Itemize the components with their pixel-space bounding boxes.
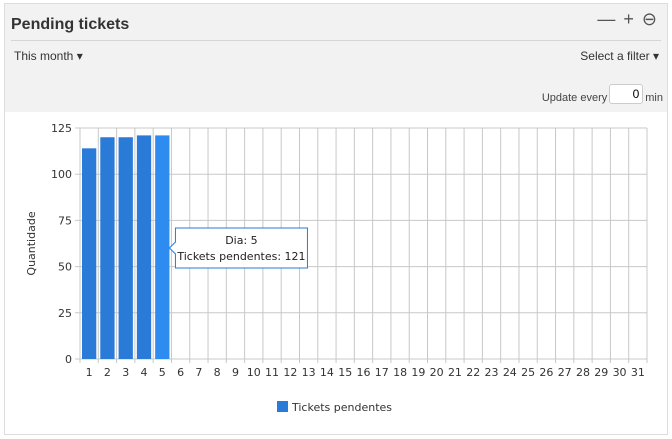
y-axis-label: Quantidade <box>25 211 38 275</box>
update-unit: min <box>645 92 663 104</box>
y-tick-label: 125 <box>51 122 72 135</box>
tooltip-line: Tickets pendentes: 121 <box>176 250 305 263</box>
y-tick-label: 0 <box>65 353 72 366</box>
pending-tickets-widget: Pending tickets — + ⊖ This month ▾ Selec… <box>4 3 668 435</box>
tooltip-box <box>168 227 308 269</box>
x-tick-label: 29 <box>594 366 608 379</box>
x-tick-label: 10 <box>247 366 261 379</box>
x-tick-label: 30 <box>613 366 627 379</box>
tooltip-line: Dia: 5 <box>225 234 257 247</box>
x-tick-label: 18 <box>393 366 407 379</box>
x-tick-label: 3 <box>122 366 129 379</box>
x-tick-label: 7 <box>195 366 202 379</box>
legend-swatch <box>277 401 288 412</box>
y-tick-label: 100 <box>51 168 72 181</box>
x-tick-label: 16 <box>357 366 371 379</box>
x-tick-label: 23 <box>485 366 499 379</box>
bar <box>82 148 97 359</box>
x-tick-label: 9 <box>232 366 239 379</box>
y-tick-label: 75 <box>58 214 72 227</box>
x-tick-label: 21 <box>448 366 462 379</box>
bar <box>100 137 115 359</box>
filter-dropdown[interactable]: Select a filter ▾ <box>580 49 659 63</box>
divider <box>11 40 661 41</box>
x-tick-label: 22 <box>466 366 480 379</box>
x-tick-label: 14 <box>320 366 334 379</box>
update-interval-input[interactable] <box>609 84 644 104</box>
bar <box>136 135 152 359</box>
x-tick-label: 26 <box>539 366 553 379</box>
x-tick-label: 19 <box>411 366 425 379</box>
x-tick-label: 12 <box>283 366 297 379</box>
bar <box>155 135 170 359</box>
x-tick-label: 2 <box>104 366 111 379</box>
bar <box>118 137 133 359</box>
x-tick-label: 4 <box>141 366 148 379</box>
legend-label: Tickets pendentes <box>291 401 392 414</box>
expand-icon[interactable]: + <box>623 9 634 29</box>
x-tick-label: 6 <box>177 366 184 379</box>
x-tick-label: 28 <box>576 366 590 379</box>
x-tick-label: 25 <box>521 366 535 379</box>
x-tick-label: 17 <box>375 366 389 379</box>
remove-icon[interactable]: ⊖ <box>641 9 657 29</box>
chart-area: 0 25 50 75 100 125 1 2 3 4 5 6 7 8 9 10 11 12 13 14 15 16 17 18… <box>5 112 667 434</box>
y-tick-label: 25 <box>58 307 72 320</box>
widget-title: Pending tickets <box>11 16 130 33</box>
x-tick-label: 27 <box>558 366 572 379</box>
x-tick-label: 20 <box>430 366 444 379</box>
x-tick-label: 8 <box>214 366 221 379</box>
x-tick-label: 11 <box>265 366 279 379</box>
x-tick-label: 1 <box>86 366 93 379</box>
x-tick-label: 15 <box>338 366 352 379</box>
x-tick-label: 5 <box>159 366 166 379</box>
y-tick-label: 50 <box>58 261 72 274</box>
period-dropdown[interactable]: This month ▾ <box>14 49 83 63</box>
update-label: Update every <box>541 92 608 104</box>
x-tick-label: 13 <box>302 366 316 379</box>
x-tick-label: 31 <box>631 366 645 379</box>
minimize-icon[interactable]: — <box>597 9 616 29</box>
x-tick-label: 24 <box>503 366 517 379</box>
